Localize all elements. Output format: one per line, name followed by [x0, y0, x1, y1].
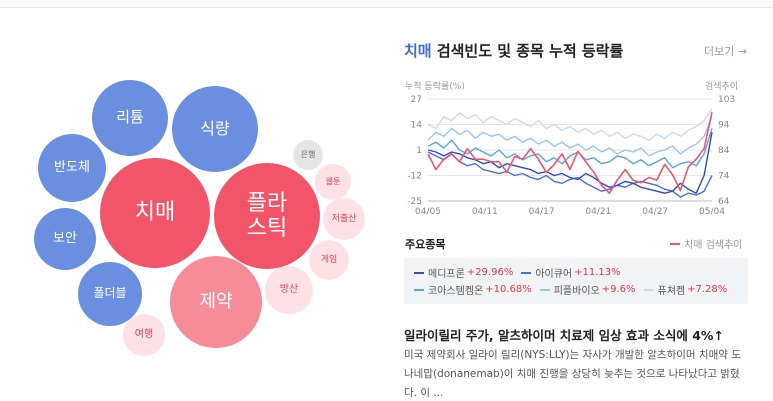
y-left-tick-label: 1: [416, 146, 422, 156]
bubble-defense[interactable]: 방산: [265, 266, 313, 314]
y-right-tick-label: 84: [718, 146, 730, 156]
series-line: [427, 111, 713, 194]
stock-change: +10.68%: [485, 284, 532, 295]
stock-change: +11.13%: [574, 267, 621, 278]
stock-item[interactable]: 메디프론 +29.96%: [414, 265, 513, 280]
panel-title-text: 검색빈도 및 종목 누적 등락률: [431, 42, 624, 60]
y-right-axis-label: 검색추이: [705, 82, 739, 92]
stock-swatch: [643, 288, 654, 291]
x-tick-label: 04/05: [415, 207, 441, 217]
stocks-header: 주요종목: [405, 238, 446, 251]
stock-row-2: 코아스템켐온 +10.68% 피플바이오 +9.6% 퓨쳐켐 +7.28%: [414, 281, 738, 298]
stock-swatch: [521, 271, 532, 274]
bubble-webtoon[interactable]: 웹툰: [315, 164, 351, 200]
search-trend-legend: 치매 검색추이: [670, 236, 742, 251]
y-left-tick-label: -12: [407, 172, 422, 182]
stock-item[interactable]: 피플바이오 +9.6%: [539, 282, 636, 297]
bubble-food[interactable]: 식량: [172, 86, 258, 172]
stock-change: +7.28%: [687, 284, 728, 295]
y-left-axis-label: 누적 등락률(%): [405, 82, 465, 92]
y-right-tick-label: 74: [718, 172, 730, 182]
panel-title: 치매 검색빈도 및 종목 누적 등락률: [404, 40, 623, 61]
bubble-security[interactable]: 보안: [34, 208, 96, 270]
y-right-tick-label: 103: [718, 95, 735, 105]
y-left-tick-label: 27: [411, 95, 422, 105]
bubble-plastic[interactable]: 플라 스틱: [214, 163, 320, 269]
y-right-tick-label: 94: [718, 121, 730, 131]
stock-item[interactable]: 퓨쳐켐 +7.28%: [643, 282, 728, 297]
stock-row-1: 메디프론 +29.96% 아이큐어 +11.13%: [414, 264, 738, 281]
search-trend-legend-label: 치매 검색추이: [684, 240, 743, 251]
x-tick-label: 05/04: [699, 207, 725, 217]
y-left-tick-label: 14: [411, 121, 423, 131]
stock-list: 메디프론 +29.96% 아이큐어 +11.13% 코아스템켐온 +10.68% 피플바이…: [404, 258, 748, 304]
series-line: [427, 108, 713, 141]
series-line: [427, 128, 713, 169]
stock-name: 퓨쳐켐: [657, 286, 686, 297]
x-tick-label: 04/27: [642, 207, 668, 217]
series-line: [427, 116, 713, 157]
bubble-low-birthrate[interactable]: 저출산: [323, 198, 365, 240]
y-left-tick-label: -25: [407, 197, 422, 207]
stock-change: +29.96%: [466, 267, 514, 278]
top-divider: [0, 0, 773, 8]
bubble-pharma[interactable]: 제약: [170, 256, 262, 348]
bubble-dementia[interactable]: 치매: [100, 158, 210, 268]
stock-name: 피플바이오: [553, 286, 600, 297]
bubble-bank[interactable]: 은행: [293, 140, 323, 170]
bubble-foldable[interactable]: 폴더블: [78, 262, 142, 326]
bubble-lithium[interactable]: 리튬: [92, 80, 168, 156]
x-tick-label: 04/17: [529, 207, 555, 217]
stock-item[interactable]: 코아스템켐온 +10.68%: [414, 282, 532, 297]
stock-swatch: [414, 271, 424, 274]
stock-change: +9.6%: [601, 284, 636, 295]
cumulative-change-chart: 27 103 14 94 1 84 -12 74 -25 64 04/05 04/11 04/17 04/…: [407, 95, 735, 217]
news-headline[interactable]: 일라이릴리 주가, 알츠하이머 치료제 임상 효과 소식에 4%↑: [404, 328, 724, 343]
stock-swatch: [539, 288, 550, 291]
stock-name: 코아스템켐온: [428, 286, 484, 297]
stock-swatch: [414, 288, 424, 291]
stock-name: 메디프론: [428, 269, 465, 280]
news-summary[interactable]: 미국 제약회사 일라이 릴리(NYS:LLY)는 자사가 개발한 알츠하이머 치…: [404, 349, 741, 399]
bubble-travel[interactable]: 여행: [123, 314, 165, 356]
bubble-semiconductor[interactable]: 반도체: [38, 134, 106, 202]
more-link[interactable]: 더보기 →: [704, 45, 748, 58]
panel-title-keyword: 치매: [404, 42, 432, 60]
series-line: [427, 151, 713, 198]
bubble-game[interactable]: 게임: [309, 240, 349, 280]
x-tick-label: 04/21: [585, 207, 611, 217]
stock-name: 아이큐어: [535, 269, 573, 280]
search-trend-legend-swatch: [670, 242, 680, 245]
y-right-tick-label: 64: [718, 197, 730, 207]
x-tick-label: 04/11: [472, 207, 498, 217]
stock-item[interactable]: 아이큐어 +11.13%: [521, 265, 621, 280]
